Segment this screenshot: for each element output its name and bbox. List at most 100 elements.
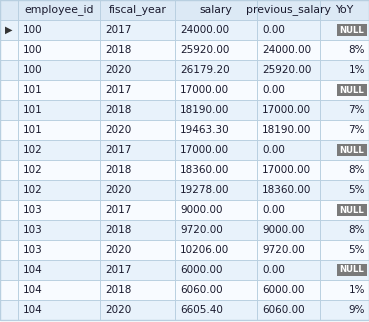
Bar [0, 220, 18, 240]
Bar [337, 24, 367, 36]
Text: 9720.00: 9720.00 [262, 245, 305, 255]
Bar [0, 300, 18, 320]
Bar [337, 204, 367, 216]
Bar [18, 220, 100, 240]
Text: 102: 102 [23, 185, 43, 195]
Bar [175, 20, 257, 40]
Text: 10206.00: 10206.00 [180, 245, 229, 255]
Text: 0.00: 0.00 [262, 145, 285, 155]
Bar [100, 140, 175, 160]
Bar [0, 160, 18, 180]
Bar [100, 200, 175, 220]
Text: 18360.00: 18360.00 [262, 185, 311, 195]
Bar [320, 0, 369, 20]
Bar [175, 260, 257, 280]
Bar [100, 20, 175, 40]
Bar [257, 20, 320, 40]
Bar [18, 120, 100, 140]
Bar [100, 60, 175, 80]
Bar [337, 144, 367, 156]
Bar [0, 40, 18, 60]
Bar [320, 200, 369, 220]
Bar [175, 40, 257, 60]
Text: 102: 102 [23, 165, 43, 175]
Text: 2018: 2018 [105, 285, 131, 295]
Text: 6060.00: 6060.00 [180, 285, 223, 295]
Text: ▶: ▶ [5, 25, 13, 35]
Bar [320, 100, 369, 120]
Text: 2018: 2018 [105, 165, 131, 175]
Text: 1%: 1% [348, 65, 365, 75]
Bar [320, 180, 369, 200]
Bar [320, 20, 369, 40]
Text: 2020: 2020 [105, 245, 131, 255]
Bar [18, 40, 100, 60]
Text: salary: salary [200, 5, 232, 15]
Text: 6000.00: 6000.00 [180, 265, 223, 275]
Bar [0, 20, 18, 40]
Text: 101: 101 [23, 125, 43, 135]
Bar [320, 260, 369, 280]
Text: 2017: 2017 [105, 25, 131, 35]
Text: 18360.00: 18360.00 [180, 165, 230, 175]
Bar [257, 0, 320, 20]
Bar [100, 240, 175, 260]
Bar [0, 60, 18, 80]
Bar [175, 60, 257, 80]
Text: 2020: 2020 [105, 305, 131, 315]
Bar [18, 260, 100, 280]
Bar [320, 160, 369, 180]
Bar [320, 60, 369, 80]
Text: 19463.30: 19463.30 [180, 125, 230, 135]
Bar [0, 180, 18, 200]
Text: NULL: NULL [339, 205, 364, 214]
Text: 24000.00: 24000.00 [262, 45, 311, 55]
Text: fiscal_year: fiscal_year [108, 5, 166, 15]
Text: 100: 100 [23, 45, 43, 55]
Bar [175, 140, 257, 160]
Text: 103: 103 [23, 225, 43, 235]
Bar [0, 200, 18, 220]
Text: 6000.00: 6000.00 [262, 285, 304, 295]
Bar [337, 84, 367, 96]
Bar [18, 20, 100, 40]
Bar [100, 220, 175, 240]
Bar [257, 280, 320, 300]
Text: 17000.00: 17000.00 [180, 85, 229, 95]
Text: 7%: 7% [348, 105, 365, 115]
Text: NULL: NULL [339, 266, 364, 274]
Text: 8%: 8% [348, 165, 365, 175]
Text: 2020: 2020 [105, 185, 131, 195]
Bar [100, 160, 175, 180]
Text: 25920.00: 25920.00 [262, 65, 311, 75]
Bar [18, 280, 100, 300]
Bar [18, 180, 100, 200]
Text: 18190.00: 18190.00 [180, 105, 230, 115]
Bar [0, 280, 18, 300]
Bar [100, 180, 175, 200]
Bar [100, 280, 175, 300]
Bar [337, 264, 367, 276]
Bar [320, 40, 369, 60]
Bar [175, 240, 257, 260]
Text: YoY: YoY [335, 5, 354, 15]
Bar [175, 80, 257, 100]
Bar [257, 300, 320, 320]
Text: 18190.00: 18190.00 [262, 125, 311, 135]
Bar [257, 220, 320, 240]
Bar [257, 240, 320, 260]
Bar [100, 0, 175, 20]
Text: NULL: NULL [339, 25, 364, 34]
Bar [320, 120, 369, 140]
Bar [0, 260, 18, 280]
Bar [18, 0, 100, 20]
Bar [0, 120, 18, 140]
Bar [320, 140, 369, 160]
Text: 0.00: 0.00 [262, 25, 285, 35]
Text: 25920.00: 25920.00 [180, 45, 230, 55]
Bar [320, 240, 369, 260]
Text: 6605.40: 6605.40 [180, 305, 223, 315]
Text: 17000.00: 17000.00 [262, 105, 311, 115]
Bar [320, 280, 369, 300]
Bar [175, 280, 257, 300]
